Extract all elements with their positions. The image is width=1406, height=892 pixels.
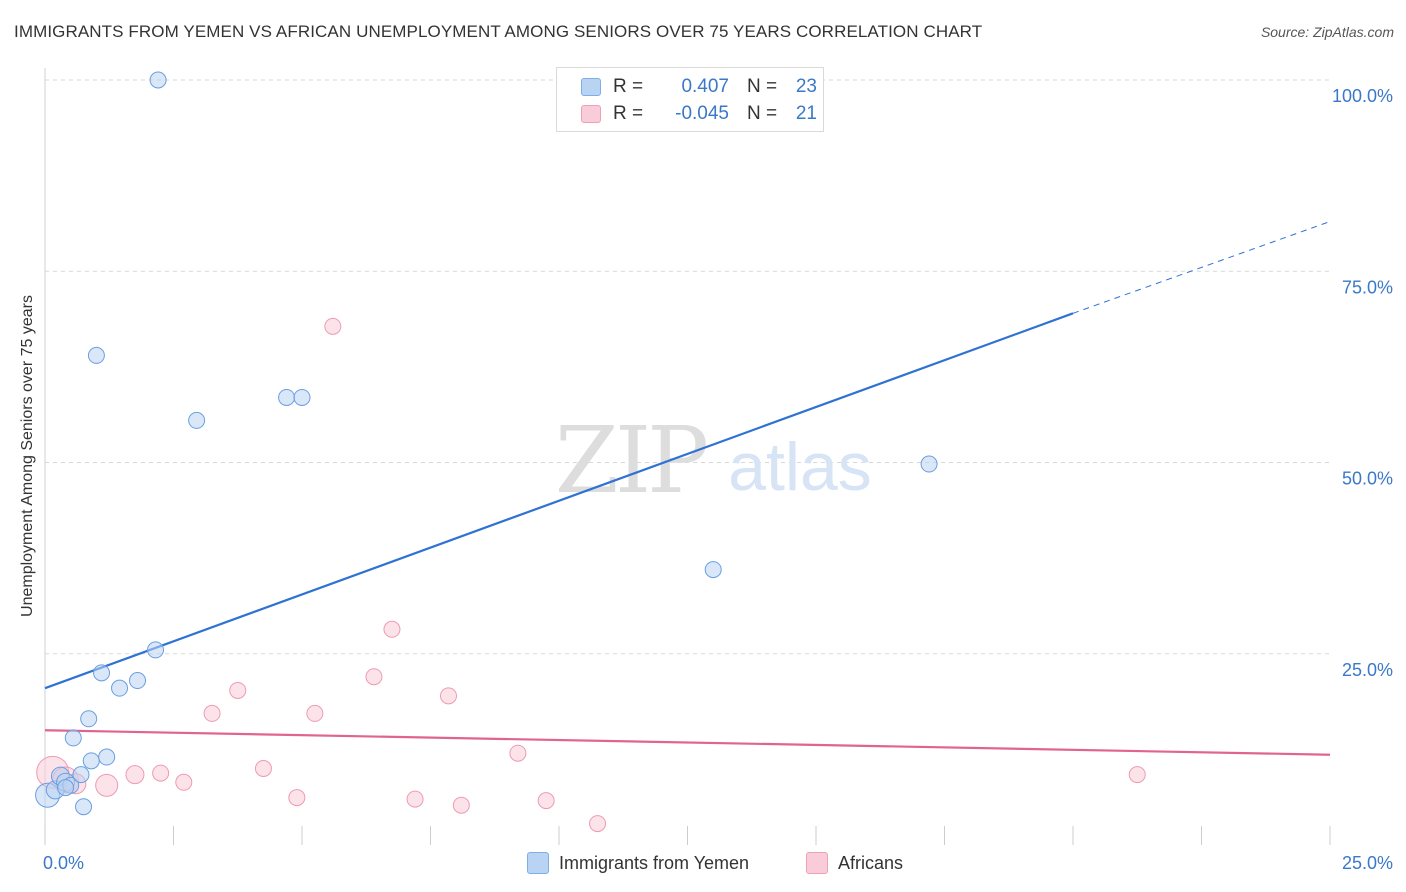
r-value-africans: -0.045	[675, 103, 729, 124]
data-point-africans	[288, 789, 306, 807]
data-point-yemen	[278, 388, 296, 406]
data-point-yemen	[98, 748, 116, 766]
x-tick-label: 0.0%	[43, 853, 84, 873]
trend-line-yemen-projection	[1072, 221, 1331, 314]
legend-row-yemen: R = 0.407 N = 23	[581, 74, 817, 100]
n-label: N =	[747, 103, 778, 124]
data-point-africans	[452, 796, 470, 814]
data-point-africans	[175, 773, 193, 791]
data-point-africans	[203, 704, 221, 722]
data-point-yemen	[111, 679, 129, 697]
data-point-yemen	[82, 752, 100, 770]
tick-labels: 100.0% 75.0% 50.0% 25.0% 0.0% 25.0%	[43, 86, 1393, 873]
series-legend: Immigrants from Yemen Africans	[0, 852, 1406, 878]
data-point-africans	[229, 681, 247, 699]
data-point-yemen	[87, 346, 105, 364]
r-label: R =	[613, 76, 644, 97]
x-tick-label: 25.0%	[1342, 853, 1393, 873]
data-point-yemen	[188, 411, 206, 429]
data-point-yemen	[293, 388, 311, 406]
n-value-yemen: 23	[795, 76, 817, 97]
legend-item-yemen[interactable]: Immigrants from Yemen	[527, 852, 749, 874]
watermark: ZIP atlas	[555, 407, 872, 514]
yemen-swatch	[581, 78, 601, 96]
data-point-yemen	[72, 766, 90, 784]
data-point-yemen	[75, 798, 93, 816]
data-point-yemen	[704, 561, 722, 579]
n-label: N =	[747, 76, 778, 97]
y-tick-label: 75.0%	[1342, 277, 1393, 297]
trend-line-africans	[44, 729, 1331, 756]
legend-row-africans: R = -0.045 N = 21	[581, 101, 817, 127]
data-point-yemen	[93, 664, 111, 682]
data-point-africans	[324, 317, 342, 335]
y-tick-label: 25.0%	[1342, 660, 1393, 680]
data-point-africans	[95, 773, 119, 797]
data-point-yemen	[57, 779, 75, 797]
data-point-africans	[306, 704, 324, 722]
y-tick-label: 50.0%	[1342, 469, 1393, 489]
data-point-yemen	[129, 672, 147, 690]
watermark-zip: ZIP	[555, 407, 706, 514]
axes	[44, 68, 1331, 845]
data-point-yemen	[80, 710, 98, 728]
data-point-yemen	[147, 641, 165, 659]
gridlines	[45, 79, 1330, 655]
data-points	[35, 71, 1146, 833]
data-point-africans	[365, 668, 383, 686]
data-point-yemen	[920, 455, 938, 473]
r-value-yemen: 0.407	[681, 76, 729, 97]
data-point-africans	[125, 765, 145, 785]
data-point-africans	[254, 760, 272, 777]
data-point-africans	[537, 792, 555, 810]
africans-swatch	[581, 105, 601, 123]
n-value-africans: 21	[795, 103, 817, 124]
data-point-africans	[152, 764, 170, 782]
trend-lines	[44, 221, 1331, 756]
r-label: R =	[613, 103, 644, 124]
legend-label-africans: Africans	[838, 852, 904, 873]
data-point-africans	[383, 620, 401, 638]
trend-line-yemen	[44, 312, 1074, 690]
data-point-yemen	[149, 71, 167, 89]
legend-item-africans[interactable]: Africans	[806, 852, 903, 874]
data-point-africans	[589, 815, 607, 833]
watermark-atlas: atlas	[728, 429, 872, 505]
africans-legend-swatch	[806, 852, 828, 874]
source-label: Source: ZipAtlas.com	[1260, 24, 1394, 40]
data-point-africans	[406, 790, 424, 808]
data-point-africans	[509, 744, 527, 762]
y-tick-label: 100.0%	[1332, 86, 1393, 106]
data-point-africans	[1128, 766, 1146, 784]
data-point-yemen	[64, 729, 82, 747]
legend-label-yemen: Immigrants from Yemen	[559, 852, 750, 873]
chart-title: IMMIGRANTS FROM YEMEN VS AFRICAN UNEMPLO…	[14, 22, 983, 41]
yemen-legend-swatch	[527, 852, 549, 874]
data-point-africans	[439, 687, 457, 705]
correlation-legend: R = 0.407 N = 23 R = -0.045 N = 21	[556, 67, 824, 132]
